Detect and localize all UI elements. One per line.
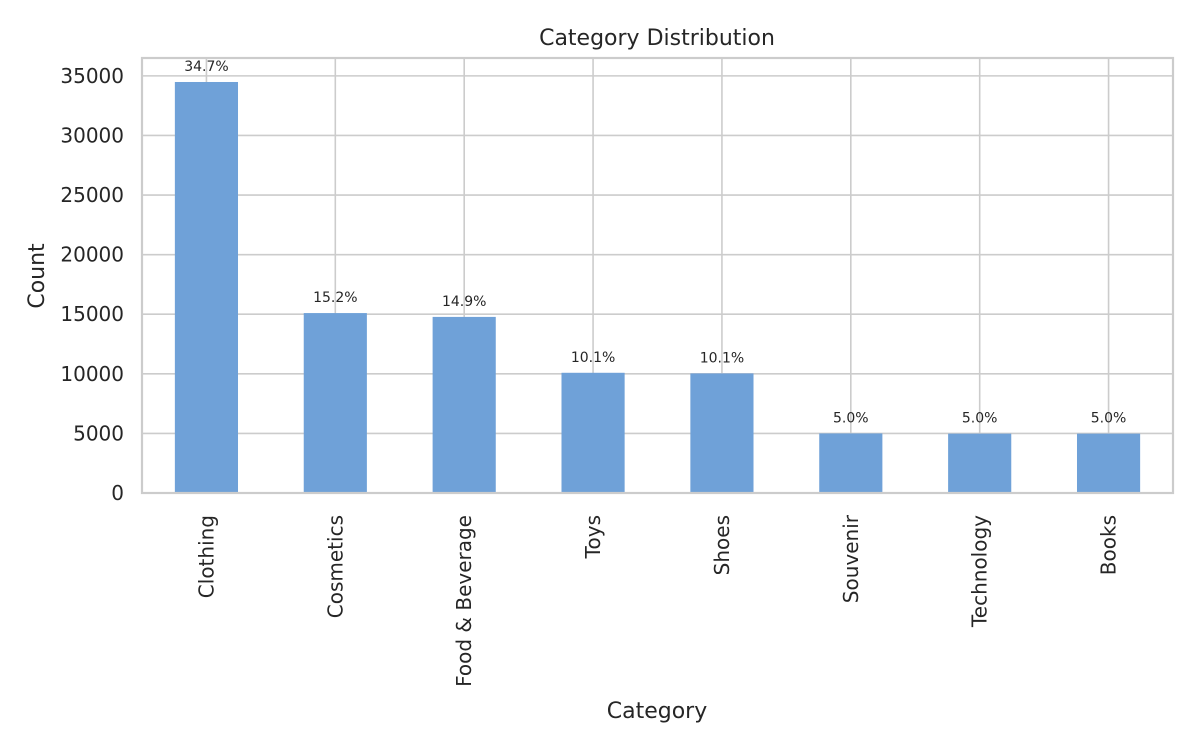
- data-label-layer: 34.7% 15.2% 14.9% 10.1% 10.1% 5.0% 5.0% 5.0%: [184, 59, 1126, 427]
- bar-shoes: [690, 373, 754, 493]
- data-label: 5.0%: [833, 410, 869, 426]
- bar-clothing: [174, 81, 239, 494]
- y-axis-label: Count: [25, 243, 50, 309]
- data-label: 15.2%: [313, 290, 357, 306]
- bar-food-beverage: [432, 316, 496, 493]
- bar-toys: [561, 372, 625, 493]
- y-tick-label: 0: [111, 481, 124, 505]
- x-axis-label: Category: [607, 699, 708, 724]
- bar-layer: [174, 81, 1141, 494]
- chart-title: Category Distribution: [539, 26, 775, 51]
- x-tick-label: Technology: [968, 515, 992, 628]
- y-tick-label: 20000: [60, 243, 124, 267]
- bar-souvenir: [819, 433, 883, 493]
- x-tick-label: Souvenir: [839, 514, 863, 603]
- data-label: 34.7%: [184, 59, 228, 75]
- data-label: 10.1%: [700, 350, 744, 366]
- x-tick-label: Cosmetics: [323, 515, 347, 618]
- y-tick-label: 15000: [60, 302, 124, 326]
- plot-frame: [140, 56, 1175, 495]
- y-tick-label: 35000: [60, 64, 124, 88]
- data-label: 14.9%: [442, 294, 486, 310]
- x-tick-label: Food & Beverage: [452, 515, 476, 687]
- bar-books: [1076, 433, 1141, 493]
- x-tick-label: Books: [1097, 515, 1121, 575]
- data-label: 10.1%: [571, 350, 615, 366]
- y-tick-label: 25000: [60, 183, 124, 207]
- grid-layer: [142, 58, 1173, 494]
- y-tick-label: 10000: [60, 362, 124, 386]
- y-tick-labels: 0 5000 10000 15000 20000 25000 30000 35000: [60, 64, 124, 505]
- x-tick-label: Clothing: [194, 515, 218, 598]
- bar-technology: [948, 433, 1012, 493]
- y-tick-label: 5000: [73, 421, 124, 445]
- bar-cosmetics: [303, 313, 367, 493]
- data-label: 5.0%: [1091, 411, 1127, 427]
- data-label: 5.0%: [962, 411, 998, 427]
- x-tick-labels: Clothing Cosmetics Food & Beverage Toys Shoe…: [194, 514, 1120, 687]
- x-tick-label: Shoes: [710, 515, 734, 575]
- x-tick-label: Toys: [581, 515, 605, 559]
- y-tick-label: 30000: [60, 123, 124, 147]
